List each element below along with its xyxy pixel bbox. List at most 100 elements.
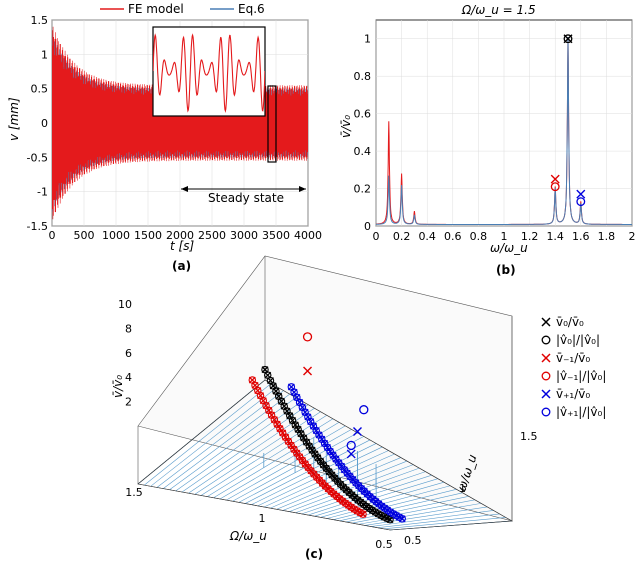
x-tick-a: 3000 <box>230 229 258 242</box>
x-tick-a: 500 <box>74 229 95 242</box>
y-tick-a: 1.5 <box>31 14 49 27</box>
outlier-o-blue <box>359 405 369 415</box>
outlier-x-blue <box>352 426 362 436</box>
x-tick-b: 1.4 <box>546 230 564 243</box>
legend-label-c: v̄₀/v̄₀ <box>556 315 584 329</box>
x-tick-b: 0.6 <box>444 230 462 243</box>
panel-label-c: (c) <box>305 547 323 561</box>
legend-label-c: |v̂₀|/|v̂₀| <box>556 333 600 347</box>
x-tick-a: 1500 <box>134 229 162 242</box>
y-ticks-b: 0 0.2 0.4 0.6 0.8 1 <box>354 33 372 233</box>
y-tick-b: 1 <box>364 33 371 46</box>
marker-o-blue <box>576 197 586 207</box>
legend-item-c: v̄₀/v̄₀ <box>541 315 584 329</box>
x-tick-a: 2000 <box>166 229 194 242</box>
y-tick-a: 1 <box>41 48 48 61</box>
z-tick: 8 <box>125 322 132 335</box>
x-tick-b: 0.4 <box>418 230 436 243</box>
legend-c: v̄₀/v̄₀ |v̂₀|/|v̂₀| v̄₋₁/v̄₀ |v̂₋₁|/|v̂₀| v̄… <box>541 315 606 419</box>
marker-line-v-1 <box>248 376 367 518</box>
panel-label-a: (a) <box>172 259 191 273</box>
outlier-o-red <box>302 332 313 342</box>
z-tick: 6 <box>125 347 132 360</box>
x-tick-b: 1.2 <box>521 230 539 243</box>
x-tick-a: 0 <box>49 229 56 242</box>
y-label-b: v̄/v̄₀ <box>339 115 353 138</box>
outlier-x-red <box>303 366 313 376</box>
x-tick-b: 1.8 <box>598 230 616 243</box>
x-tick-b: 0 <box>373 230 380 243</box>
panel-a: FE model Eq.6 Steady state 0 500 1000 1500 2… <box>7 2 322 273</box>
y-ticks-a: -1.5 -1 -0.5 0 0.5 1 1.5 <box>27 14 48 233</box>
x-tick-a: 1000 <box>102 229 130 242</box>
x-tick-a: 2500 <box>198 229 226 242</box>
marker-x-red <box>550 174 560 184</box>
y-label-a: v [mm] <box>7 97 21 141</box>
z-ticks: 2 4 6 8 10 <box>118 298 132 409</box>
y-tick-b: 0 <box>364 220 371 233</box>
legend-a: FE model Eq.6 <box>100 2 265 16</box>
z-tick: 2 <box>125 396 132 409</box>
y-tick-b: 0.8 <box>354 70 372 83</box>
y-tick-c: 1 <box>459 482 466 495</box>
legend-item-c: |v̂₊₁|/|v̂₀| <box>541 405 606 419</box>
y-tick-a: -0.5 <box>27 151 48 164</box>
legend-label-fe: FE model <box>128 2 184 16</box>
marker-line-v+1 <box>287 383 406 523</box>
x-tick-b: 0.2 <box>393 230 411 243</box>
z-label-c: v̄/v̄₀ <box>111 375 125 398</box>
y-tick-a: -1 <box>37 186 48 199</box>
y-tick-b: 0.6 <box>354 108 372 121</box>
inset-waveform <box>153 33 265 113</box>
legend-item-c: v̄₊₁/v̄₀ <box>541 387 590 401</box>
panel-label-b: (b) <box>496 263 516 277</box>
y-tick-b: 0.2 <box>354 183 372 196</box>
grid-b <box>375 20 633 227</box>
y-tick-c: 1.5 <box>520 430 538 443</box>
panel-b: Ω/ω_u = 1.5 0 0.2 0.4 0.6 0.8 1 1.2 1.4 1.6 1.8 2 … <box>339 3 636 277</box>
x-tick-c: 0.5 <box>375 538 393 551</box>
y-tick-b: 0.4 <box>354 145 372 158</box>
x-ticks-b: 0 0.2 0.4 0.6 0.8 1 1.2 1.4 1.6 1.8 2 <box>373 230 636 243</box>
steady-state-label: Steady state <box>208 191 284 205</box>
marker-o-red <box>550 182 560 192</box>
x-ticks-c: 1.5 1 0.5 <box>125 486 393 551</box>
title-b: Ω/ω_u = 1.5 <box>461 3 536 17</box>
x-tick-b: 2 <box>629 230 636 243</box>
marker-line-v0 <box>261 365 394 524</box>
z-tick: 4 <box>125 371 132 384</box>
x-label-c: Ω/ω_u <box>229 529 267 543</box>
inset-window <box>267 85 277 163</box>
y-tick-a: 0.5 <box>31 83 49 96</box>
x-tick-c: 1.5 <box>125 486 143 499</box>
spectrum-series <box>376 36 632 225</box>
y-tick-a: 0 <box>41 117 48 130</box>
legend-item-c: |v̂₋₁|/|v̂₀| <box>541 369 606 383</box>
steady-state-annotation: Steady state <box>181 186 306 205</box>
marker-x-blue <box>576 189 586 199</box>
marker-lines <box>248 365 406 524</box>
x-tick-b: 1.6 <box>572 230 590 243</box>
outlier-x-blue <box>346 449 356 459</box>
spectrum-eq6 <box>376 36 632 225</box>
x-tick-a: 3500 <box>262 229 290 242</box>
x-tick-b: 0.8 <box>470 230 488 243</box>
z-tick: 10 <box>118 298 132 311</box>
outlier-o-blue <box>346 440 356 451</box>
legend-label-c: |v̂₊₁|/|v̂₀| <box>556 405 606 419</box>
legend-item-c: v̄₋₁/v̄₀ <box>541 351 590 365</box>
spectrum-markers <box>550 34 586 207</box>
y-tick-c: 0.5 <box>404 534 422 547</box>
inset-signal <box>153 33 265 113</box>
x-ticks-a: 0 500 1000 1500 2000 2500 3000 3500 4000 <box>49 229 323 242</box>
legend-item-c: |v̂₀|/|v̂₀| <box>541 333 600 347</box>
outlier-markers <box>302 332 369 459</box>
x-tick-a: 4000 <box>294 229 322 242</box>
x-label-a: t [s] <box>170 239 194 253</box>
legend-label-c: v̄₊₁/v̄₀ <box>556 387 590 401</box>
x-tick-b: 1 <box>501 230 508 243</box>
legend-label-c: v̄₋₁/v̄₀ <box>556 351 590 365</box>
legend-label-eq6: Eq.6 <box>238 2 265 16</box>
